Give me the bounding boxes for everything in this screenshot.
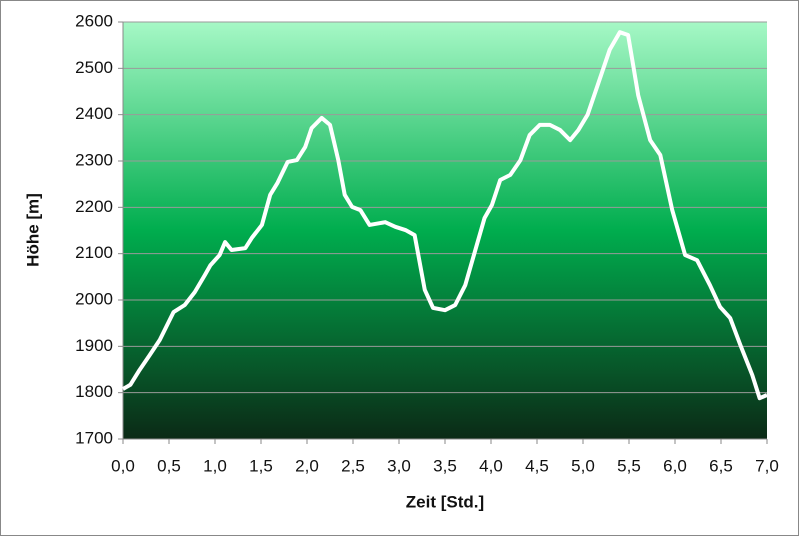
y-tick-label: 1800 [75, 382, 113, 401]
y-tick-label: 2300 [75, 150, 113, 169]
x-tick-label: 2,5 [341, 456, 365, 475]
x-tick-label: 4,5 [525, 456, 549, 475]
y-tick-label: 2000 [75, 289, 113, 308]
y-tick-label: 2600 [75, 11, 113, 30]
x-tick-label: 4,0 [479, 456, 503, 475]
line [122, 30, 768, 401]
x-tick-label: 7,0 [755, 456, 779, 475]
y-tick-label: 2100 [75, 243, 113, 262]
x-tick-label: 2,0 [295, 456, 319, 475]
y-axis-label: Höhe [m] [23, 193, 42, 267]
x-tick-label: 0,0 [111, 456, 135, 475]
x-axis-label: Zeit [Std.] [406, 492, 484, 511]
y-tick-label: 2400 [75, 104, 113, 123]
x-tick-label: 5,0 [571, 456, 595, 475]
plot-area [123, 22, 767, 439]
x-tick-label: 0,5 [157, 456, 181, 475]
y-tick-label: 2500 [75, 58, 113, 77]
x-tick-label: 3,0 [387, 456, 411, 475]
x-tick-label: 6,5 [709, 456, 733, 475]
x-tick-label: 1,0 [203, 456, 227, 475]
x-tick-label: 1,5 [249, 456, 273, 475]
x-tick-label: 3,5 [433, 456, 457, 475]
x-tick-label: 6,0 [663, 456, 687, 475]
y-tick-label: 1900 [75, 336, 113, 355]
y-tick-label: 2200 [75, 197, 113, 216]
y-tick-label: 1700 [75, 428, 113, 447]
x-tick-label: 5,5 [617, 456, 641, 475]
